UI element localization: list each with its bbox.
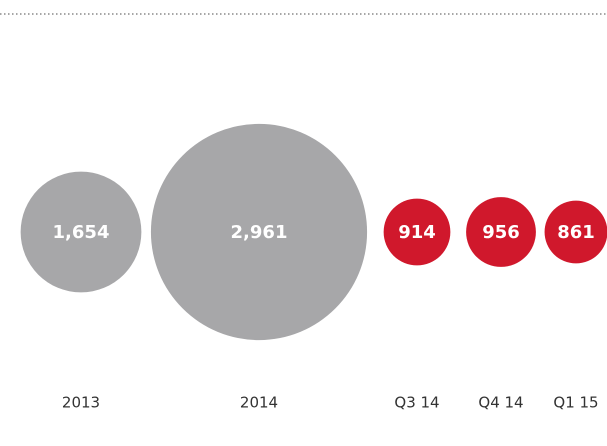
bubble [20, 171, 142, 293]
bubble [150, 123, 368, 341]
category-label: Q3 14 [394, 394, 439, 412]
value-label: 861 [557, 222, 595, 243]
category-label: Q4 14 [478, 394, 523, 412]
bubble [383, 198, 451, 266]
value-label: 914 [398, 222, 436, 243]
category-label: 2014 [240, 394, 278, 412]
value-label: 956 [482, 222, 520, 243]
category-label: 2013 [62, 394, 100, 412]
value-label: 1,654 [53, 222, 110, 243]
bubble [544, 200, 607, 264]
category-label: Q1 15 [553, 394, 598, 412]
value-label: 2,961 [231, 222, 288, 243]
bubble [466, 197, 536, 267]
